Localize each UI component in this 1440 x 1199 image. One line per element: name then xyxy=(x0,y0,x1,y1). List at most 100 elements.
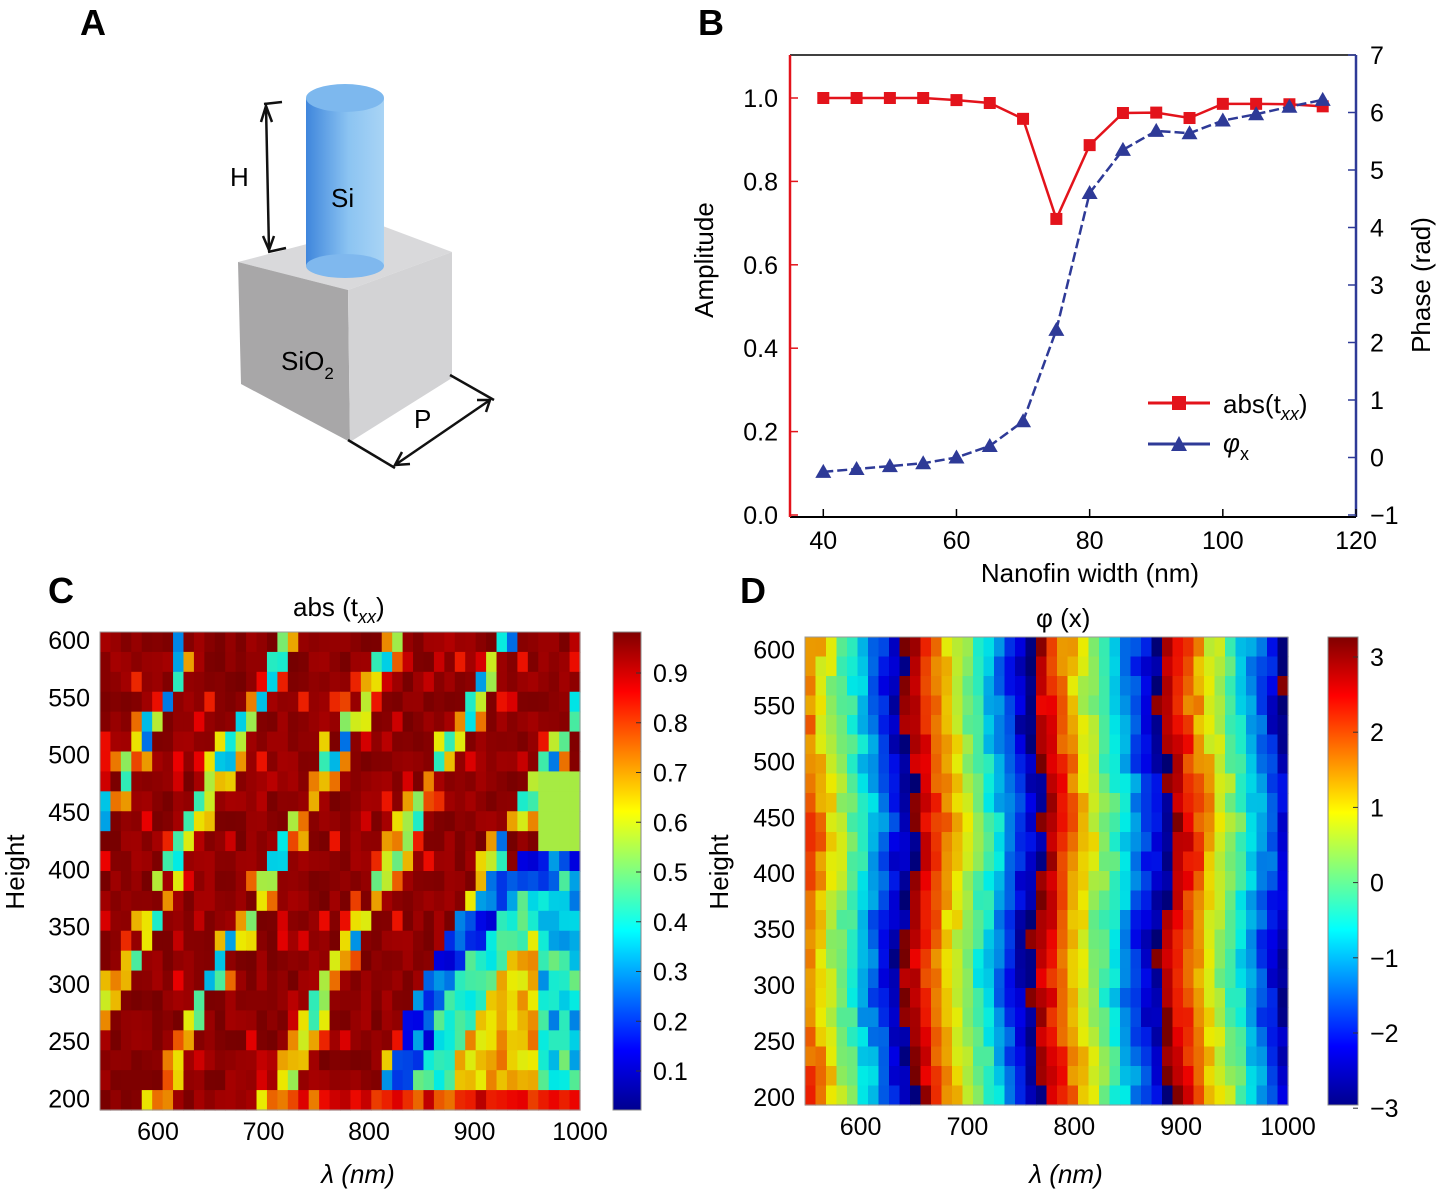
d-heatmap-cell xyxy=(931,910,943,931)
c-heatmap-cell xyxy=(444,691,456,713)
d-heatmap-cell xyxy=(920,1085,932,1106)
c-heatmap-cell xyxy=(413,831,425,852)
c-heatmap-cell xyxy=(173,871,185,892)
c-heatmap-cell xyxy=(256,910,268,932)
c-heatmap-cell xyxy=(329,890,341,912)
d-heatmap-cell xyxy=(826,949,838,970)
d-heatmap-cell xyxy=(941,1046,953,1067)
c-heatmap-cell xyxy=(152,651,164,673)
c-heatmap-cell xyxy=(454,731,466,753)
c-heatmap-cell xyxy=(266,1070,278,1091)
c-heatmap-cell xyxy=(287,691,299,713)
d-heatmap-cell xyxy=(1109,637,1121,658)
d-heatmap-cell xyxy=(1151,1027,1163,1048)
c-heatmap-cell xyxy=(204,1090,216,1111)
d-heatmap-cell xyxy=(1214,637,1226,658)
c-heatmap-cell xyxy=(360,910,372,932)
d-heatmap-cell xyxy=(815,988,827,1009)
d-heatmap-cell xyxy=(1004,793,1016,814)
d-heatmap-cell xyxy=(1256,988,1268,1009)
d-heatmap-cell xyxy=(1235,812,1247,833)
c-heatmap-cell xyxy=(131,691,143,713)
d-heatmap-cell xyxy=(836,812,848,833)
c-heatmap-cell xyxy=(496,691,508,713)
d-heatmap-cell xyxy=(857,793,869,814)
b-amplitude-point xyxy=(883,92,896,104)
c-heatmap-cell xyxy=(423,851,435,872)
d-heatmap-cell xyxy=(994,637,1006,658)
c-heatmap-cell xyxy=(538,970,550,992)
c-heatmap-cell xyxy=(100,731,112,753)
d-heatmap-cell xyxy=(920,949,932,970)
d-heatmap-cell xyxy=(899,890,911,911)
c-colorbar-tick-label: 0.6 xyxy=(653,809,688,837)
d-heatmap-cell xyxy=(952,1066,964,1087)
c-heatmap-cell xyxy=(371,1050,383,1071)
d-heatmap-cell xyxy=(1267,1085,1279,1106)
c-heatmap-cell xyxy=(246,1070,258,1091)
d-heatmap-cell xyxy=(889,871,901,892)
b-phase-point xyxy=(1048,321,1065,336)
c-heatmap-cell xyxy=(486,1050,498,1071)
d-heatmap-cell xyxy=(1256,734,1268,755)
c-heatmap-cell xyxy=(162,1010,174,1031)
d-heatmap-cell xyxy=(1078,949,1090,970)
d-heatmap-cell xyxy=(1204,1066,1216,1087)
c-heatmap-cell xyxy=(319,1010,331,1031)
d-heatmap-cell xyxy=(1109,890,1121,911)
c-heatmap-cell xyxy=(298,791,310,812)
d-heatmap-cell xyxy=(868,988,880,1009)
d-heatmap-cell xyxy=(1204,656,1216,677)
c-heatmap-cell xyxy=(402,871,414,892)
d-heatmap-cell xyxy=(952,910,964,931)
d-heatmap-cell xyxy=(1078,988,1090,1009)
d-heatmap-cell xyxy=(857,695,869,716)
d-heatmap-cell xyxy=(1025,871,1037,892)
d-heatmap-cell xyxy=(1235,949,1247,970)
d-heatmap-cell xyxy=(1151,754,1163,775)
c-heatmap-cell xyxy=(183,691,195,713)
d-heatmap-cell xyxy=(962,773,974,794)
c-heatmap-cell xyxy=(433,671,445,693)
d-heatmap-cell xyxy=(1246,734,1258,755)
d-heatmap-cell xyxy=(1183,832,1195,853)
d-heatmap-cell xyxy=(1109,851,1121,872)
c-heatmap-cell xyxy=(444,731,456,753)
d-heatmap-cell xyxy=(878,949,890,970)
b-y-tick-label: 0.4 xyxy=(743,335,778,363)
d-heatmap-cell xyxy=(1172,676,1184,697)
d-heatmap-cell xyxy=(857,929,869,950)
c-heatmap-cell xyxy=(214,731,226,753)
c-heatmap-cell xyxy=(402,1050,414,1071)
c-heatmap-cell xyxy=(465,890,477,912)
d-heatmap-cell xyxy=(1004,929,1016,950)
d-heatmap-cell xyxy=(1235,715,1247,736)
c-heatmap-cell xyxy=(266,831,278,852)
d-heatmap-cell xyxy=(1067,968,1079,989)
c-heatmap-cell xyxy=(319,970,331,992)
d-heatmap-cell xyxy=(1120,715,1132,736)
d-heatmap-cell xyxy=(1057,734,1069,755)
d-heatmap-cell xyxy=(847,793,859,814)
d-heatmap-cell xyxy=(1193,988,1205,1009)
c-heatmap-cell xyxy=(486,1010,498,1031)
c-heatmap-cell xyxy=(308,671,320,693)
c-heatmap-cell xyxy=(162,632,174,653)
c-heatmap-cell xyxy=(371,910,383,932)
d-heatmap-cell xyxy=(1099,715,1111,736)
c-heatmap-cell xyxy=(444,1010,456,1031)
d-heatmap-cell xyxy=(1004,1066,1016,1087)
c-heatmap-cell xyxy=(444,871,456,892)
d-heatmap-cell xyxy=(994,812,1006,833)
d-heatmap-cell xyxy=(1099,676,1111,697)
c-heatmap-cell xyxy=(413,990,425,1012)
c-colorbar-tick-label: 0.9 xyxy=(653,660,688,688)
d-heatmap-cell xyxy=(889,1046,901,1067)
c-heatmap-cell xyxy=(193,711,205,733)
c-heatmap-cell xyxy=(235,990,247,1012)
c-heatmap-cell xyxy=(246,871,258,892)
c-heatmap-cell xyxy=(392,671,404,693)
d-heatmap-cell xyxy=(1151,1007,1163,1028)
c-heatmap-cell xyxy=(423,691,435,713)
d-heatmap-cell xyxy=(1183,968,1195,989)
